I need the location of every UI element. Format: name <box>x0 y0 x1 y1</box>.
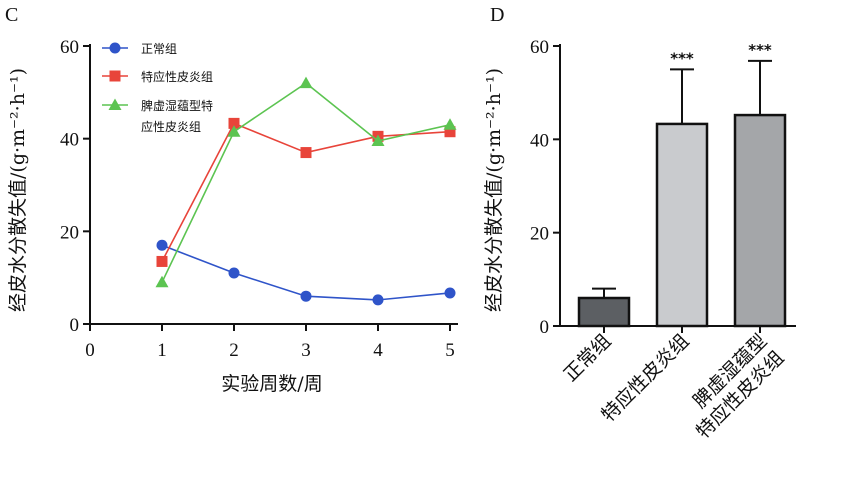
panel-c-y-tick-label: 60 <box>60 37 79 58</box>
panel-c-x-axis-title: 实验周数/周 <box>221 373 322 395</box>
panel-c-legend-entry: 正常组 <box>102 42 177 56</box>
panel-c-axes: 0 20 40 60 0 1 2 3 4 5 <box>60 37 458 361</box>
panel-d-y-tick-label: 40 <box>530 130 549 151</box>
panel-c-data-point <box>299 76 313 89</box>
panel-d-bar <box>733 113 787 328</box>
panel-c-x-tick-label: 2 <box>229 340 239 361</box>
panel-d-bar <box>655 122 709 328</box>
panel-c-data-point <box>228 267 240 279</box>
panel-c-data-point <box>155 275 169 288</box>
panel-c-x-tick-label: 1 <box>157 340 167 361</box>
panel-c-legend-marker <box>109 70 121 82</box>
panel-d-y-axis-title: 经皮水分散失值/(g·m⁻²·h⁻¹) <box>483 68 505 312</box>
panel-d-bar-group: *** <box>733 41 787 333</box>
panel-c-series <box>155 76 457 306</box>
panel-d-bar-group: *** <box>655 49 709 333</box>
panel-c-legend-entry: 特应性皮炎组 <box>102 69 213 84</box>
panel-c-y-tick-label: 0 <box>70 315 80 336</box>
panel-c-series-2 <box>156 117 456 267</box>
panel-c-data-point <box>156 239 168 251</box>
panel-c-data-point <box>443 118 457 130</box>
panel-c-data-point <box>444 126 456 138</box>
panel-d-bar <box>577 296 631 328</box>
panel-c-data-point <box>444 287 456 299</box>
panel-c-data-point <box>300 290 312 302</box>
panel-d-bar-group <box>577 287 631 333</box>
panel-c-data-point <box>227 125 241 137</box>
panel-d-bars: *** *** <box>577 41 787 333</box>
panel-c-x-tick-label: 0 <box>85 340 95 361</box>
panel-d-y-tick-label: 0 <box>540 317 550 338</box>
panel-c-data-point <box>372 294 384 306</box>
panel-c-x-tick-label: 4 <box>373 340 383 361</box>
panel-c-legend-label: 正常组 <box>141 42 177 56</box>
panel-c-data-point <box>371 134 385 146</box>
panel-d-category-label: 正常组 <box>560 330 616 386</box>
panel-c-x-tick-label: 3 <box>301 340 311 361</box>
panel-c-legend-entry: 脾虚湿蕴型特应性皮炎组 <box>102 98 213 134</box>
panel-c-data-point <box>156 255 168 267</box>
panel-c-data-point <box>228 117 240 129</box>
panel-c-y-tick-label: 40 <box>60 130 79 151</box>
panel-d-axes: 0 20 40 60 <box>530 37 796 338</box>
panel-c-x-tick-label: 5 <box>445 340 455 361</box>
panel-c-line-chart: C 经皮水分散失值/(g·m⁻²·h⁻¹) 实验周数/周 0 20 40 60 0 1 2 3… <box>5 4 458 395</box>
panel-c-y-tick-label: 20 <box>60 222 79 243</box>
panel-d-bar-chart: D 经皮水分散失值/(g·m⁻²·h⁻¹) 0 20 40 60 *** *** 正常组… <box>483 4 796 443</box>
panel-d-significance-label: *** <box>748 41 772 59</box>
panel-c-data-point <box>300 147 312 159</box>
panel-d-y-tick-label: 60 <box>530 37 549 58</box>
panel-c-series-1 <box>156 239 456 306</box>
panel-c-legend-label: 应性皮炎组 <box>141 119 201 134</box>
panel-c-legend-label: 特应性皮炎组 <box>141 69 213 84</box>
panel-label-c: C <box>5 4 18 26</box>
panel-label-d: D <box>490 4 504 26</box>
panel-d-category-label: 脾虚湿蕴型特应性皮炎组 <box>675 330 788 443</box>
panel-c-legend-marker <box>109 42 121 54</box>
panel-d-significance-label: *** <box>670 49 694 67</box>
panel-c-legend-marker <box>108 98 122 110</box>
panel-d-y-tick-label: 20 <box>530 224 549 245</box>
panel-c-series-3 <box>155 76 457 288</box>
panel-c-y-axis-title: 经皮水分散失值/(g·m⁻²·h⁻¹) <box>7 68 29 312</box>
panel-c-legend-label: 脾虚湿蕴型特 <box>141 98 213 113</box>
